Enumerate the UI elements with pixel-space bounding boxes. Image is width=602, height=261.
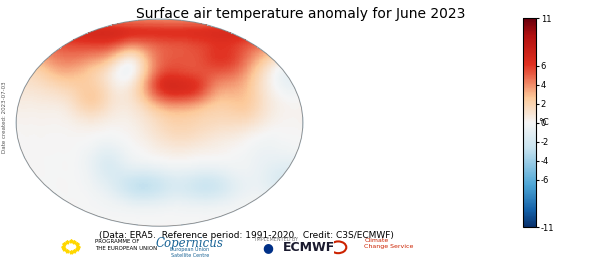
Ellipse shape [16,19,303,226]
Text: Copernicus: Copernicus [156,237,223,250]
Text: Surface air temperature anomaly for June 2023: Surface air temperature anomaly for June… [136,7,466,21]
Text: European Union
Satellite Centre: European Union Satellite Centre [170,247,209,258]
Text: PROGRAMME OF
THE EUROPEAN UNION: PROGRAMME OF THE EUROPEAN UNION [95,239,157,251]
Text: Date created: 2023-07-03: Date created: 2023-07-03 [2,82,7,153]
Text: ●: ● [262,241,273,254]
Text: °C: °C [538,118,548,127]
Text: ECMWF: ECMWF [283,241,335,254]
Text: Climate
Change Service: Climate Change Service [364,238,414,249]
Text: IMPLEMENTED BY: IMPLEMENTED BY [255,237,299,242]
Text: (Data: ERA5.  Reference period: 1991-2020.  Credit: C3S/ECMWF): (Data: ERA5. Reference period: 1991-2020… [99,231,394,240]
